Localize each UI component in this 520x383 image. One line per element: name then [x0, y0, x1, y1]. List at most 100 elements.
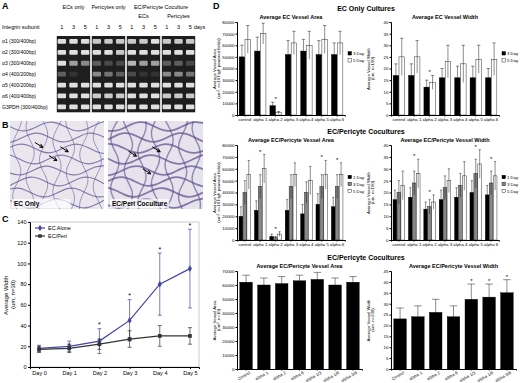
gel-band [93, 72, 101, 77]
x-tick-label: alpha 4 [299, 117, 314, 122]
gel-band [128, 83, 136, 88]
arrow [129, 151, 137, 156]
tick-mark [39, 367, 40, 369]
y-tick-label: 10000 [222, 101, 235, 106]
y-tick: 0 [23, 364, 30, 370]
error-bar [394, 64, 397, 87]
y-tick-label: 60 [20, 302, 26, 308]
gel-band [104, 104, 112, 109]
vessel-network [108, 122, 203, 131]
y-axis-title: Average Vessel Area (um², n=10) [212, 299, 222, 340]
x-tick: alpha 4 [453, 115, 468, 122]
error-bar [317, 41, 320, 69]
error-bar [244, 181, 246, 205]
micrograph [108, 121, 203, 209]
micrograph-label: EC/Peri Coculture [112, 200, 168, 207]
gel-group-header: Pericytes only [91, 4, 125, 10]
gel-band [81, 104, 89, 109]
error-bar [336, 175, 338, 199]
error-bar [450, 306, 458, 328]
x-tick: alpha 4 [299, 240, 314, 247]
error-bar [286, 200, 288, 221]
x-axis: Controlalpha 1alpha 2alpha 6alpha 1/3alp… [237, 369, 363, 383]
error-bar [340, 163, 342, 187]
gel-band [58, 104, 66, 109]
legend-swatch [502, 52, 506, 56]
gel-subgroup-header: ECs [138, 13, 149, 19]
axis-line [390, 272, 392, 370]
y-tick: 15 [384, 202, 391, 207]
arrow [143, 169, 151, 174]
tick-mark [390, 193, 392, 194]
y-tick: 0 [232, 367, 237, 372]
y-tick: 10000 [222, 101, 237, 106]
x-tick-label: alpha 3 [284, 242, 299, 247]
error-bar [240, 45, 243, 68]
y-tick: 40 [20, 323, 30, 329]
y-tick-label: 20000 [222, 339, 235, 344]
y-tick-label: 20 [20, 344, 26, 350]
gel-day-label: 3 [142, 24, 145, 30]
gel-day-label: 1 [60, 24, 63, 30]
tick-mark [160, 367, 161, 369]
y-tick: 10 [384, 345, 391, 350]
y-tick-label: 0 [23, 364, 26, 370]
annotation: * [336, 157, 339, 163]
x-tick-label: alpha 1 [408, 370, 423, 382]
micrograph-background [10, 121, 104, 209]
x-tick: alpha 3/6 [340, 369, 358, 383]
gel-row-label: α3 (300/400bp) [2, 60, 36, 66]
y-tick-label: 50000 [222, 179, 235, 184]
section-title: EC/Pericyte Cocultures [327, 254, 405, 262]
x-tick: Control [391, 369, 406, 381]
y-tick: 80 [20, 281, 30, 287]
y-tick: 25 [384, 55, 391, 60]
gel-band [151, 104, 159, 109]
x-tick: alpha 3 [438, 115, 453, 122]
error-bar [290, 175, 292, 199]
legend-label: 3 Day [507, 51, 519, 56]
series-line [39, 336, 190, 349]
gel-band [69, 83, 77, 88]
x-tick: alpha 6 [330, 115, 345, 122]
x-tick-label: alpha 6 [484, 117, 499, 122]
tick-mark [236, 157, 238, 158]
x-tick: alpha 3 [284, 240, 299, 247]
bar [329, 285, 342, 369]
tick-mark [130, 367, 131, 369]
y-tick-label: 80000 [222, 20, 235, 25]
tick-mark [390, 92, 392, 93]
x-tick: alpha 6 [330, 240, 345, 247]
x-tick-label: alpha 1 [254, 370, 269, 382]
error-bar [302, 39, 305, 62]
y-tick: 45 [384, 269, 391, 274]
error-bar [242, 275, 250, 289]
error-bar [286, 41, 289, 69]
gel-band [58, 72, 66, 77]
tick-mark [390, 145, 392, 146]
error-bar [486, 185, 488, 204]
vessel-network [179, 121, 188, 209]
y-tick-label: 25 [384, 179, 389, 184]
y-tick: 35 [384, 291, 391, 296]
gel-band [93, 50, 101, 55]
error-bar [462, 45, 465, 82]
x-tick: alpha 5 [469, 115, 484, 122]
gel-band [128, 104, 136, 109]
legend-swatch [348, 52, 352, 56]
marks [394, 280, 513, 369]
series-marker [158, 334, 162, 338]
y-tick-label: 60000 [222, 283, 235, 288]
x-tick-label: alpha 5 [469, 117, 484, 122]
vessel-network [13, 121, 22, 209]
annotation: * [189, 222, 192, 229]
y-tick: 0 [232, 238, 237, 243]
gel-background [127, 36, 160, 112]
error-bar [296, 275, 304, 286]
tick-mark [236, 181, 238, 182]
y-tick: 60000 [222, 167, 237, 172]
x-tick: alpha 2 [426, 369, 441, 381]
annotation: * [274, 96, 277, 102]
y-tick: 35 [384, 155, 391, 160]
gel-band [93, 104, 101, 109]
